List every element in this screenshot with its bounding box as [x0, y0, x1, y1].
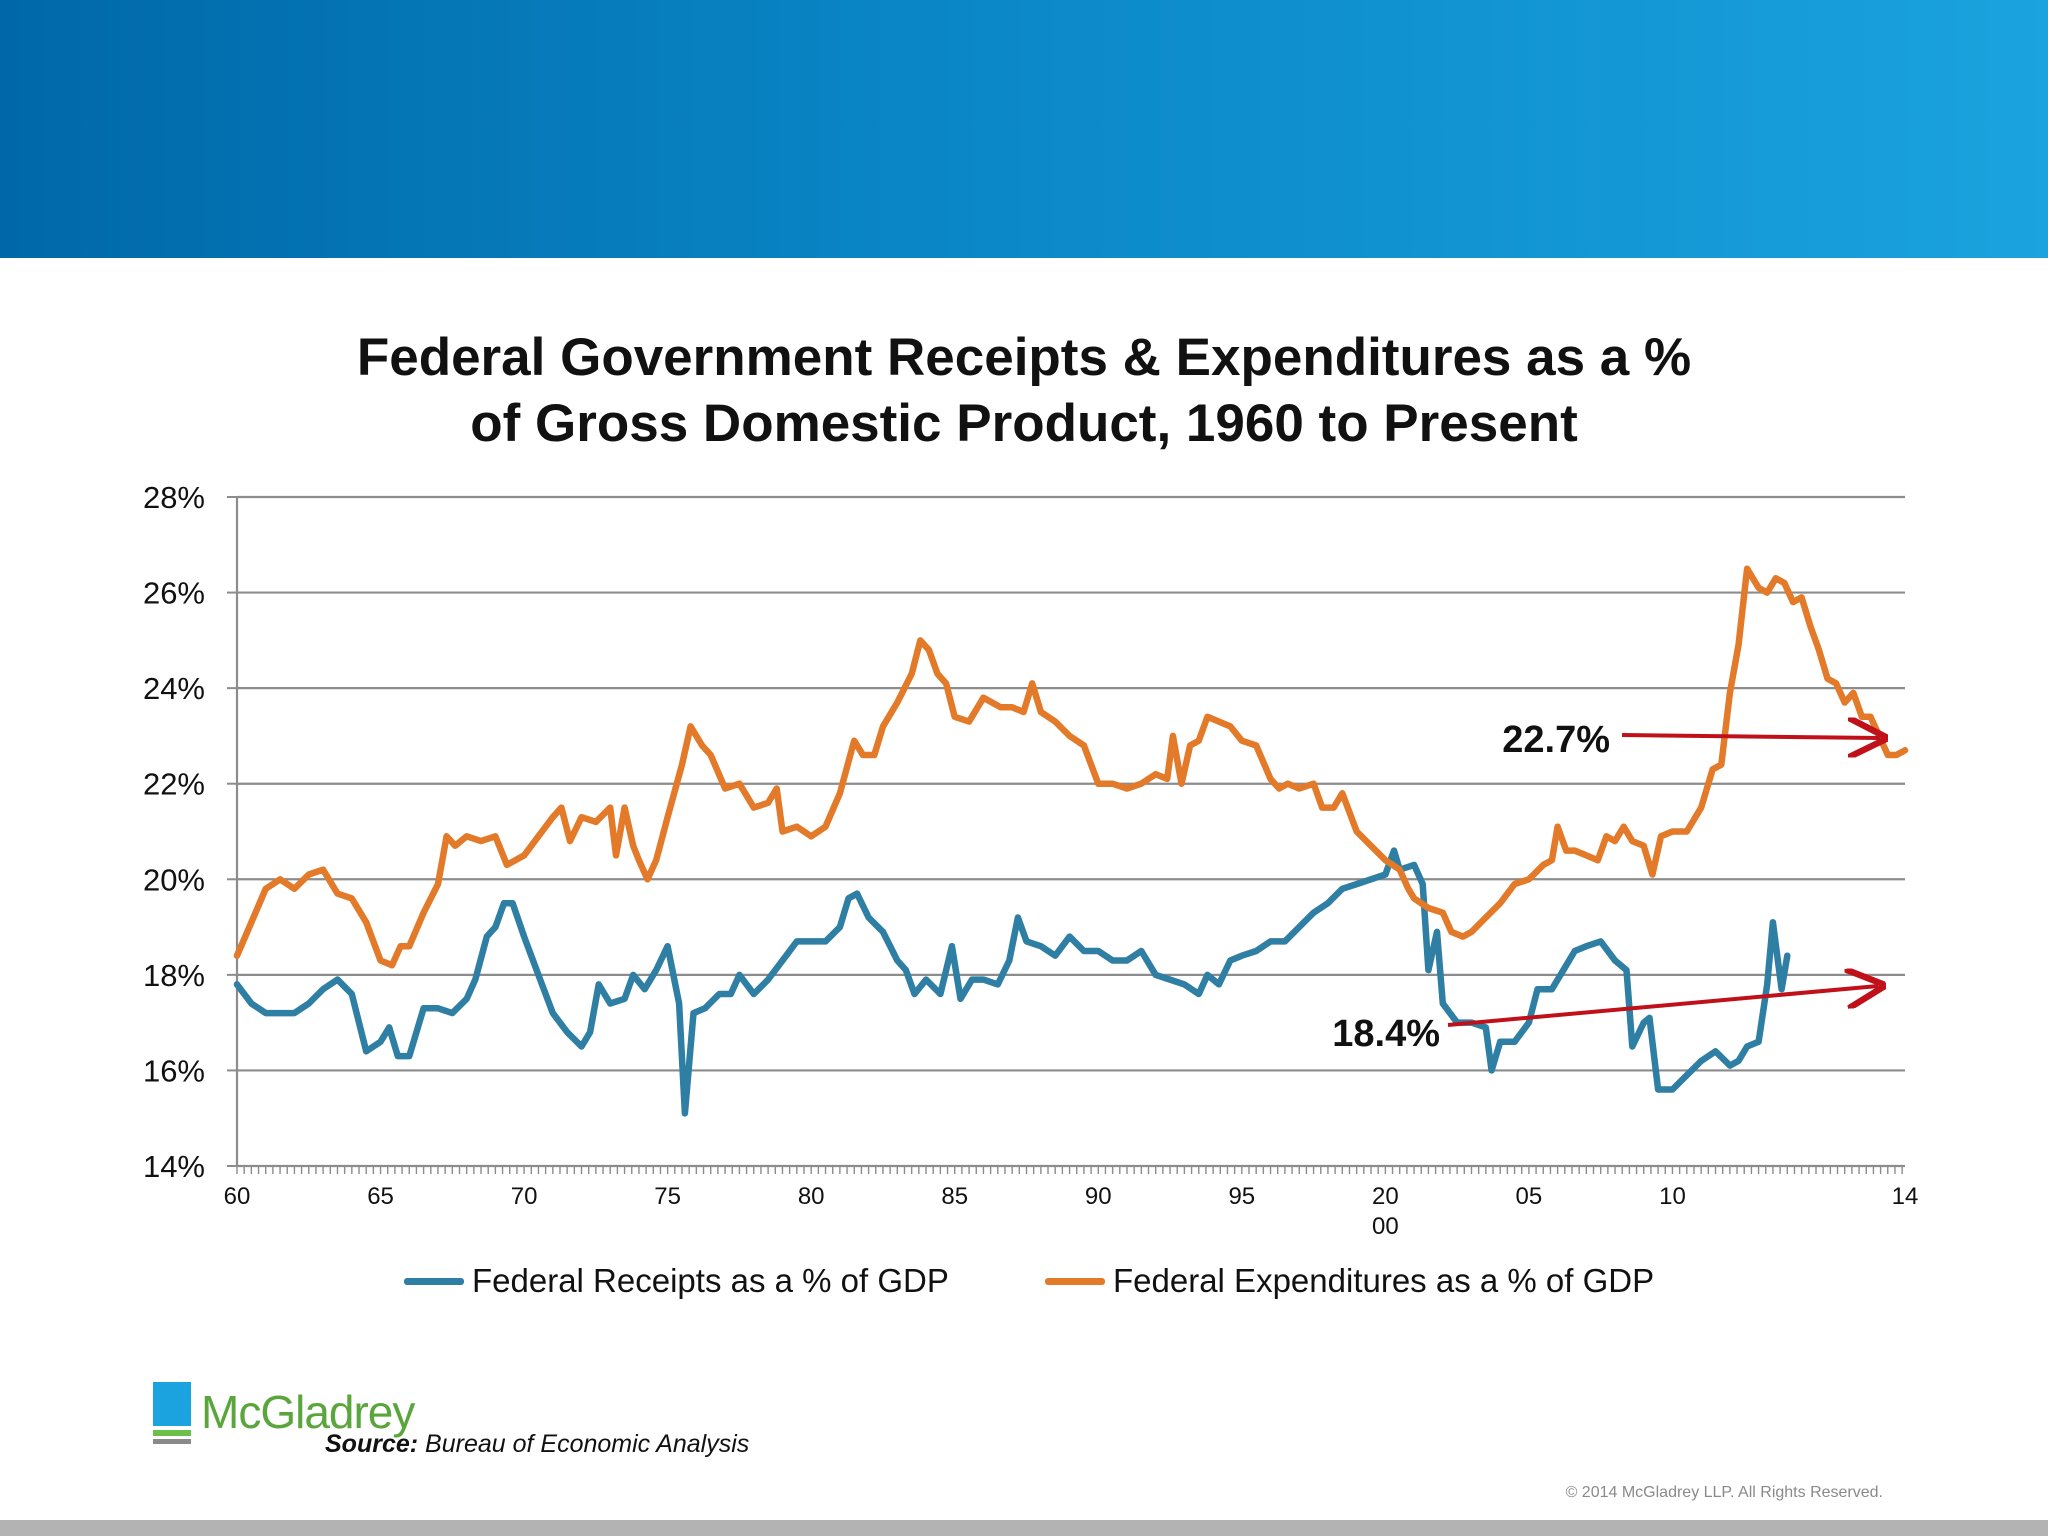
legend-label-receipts: Federal Receipts as a % of GDP [472, 1262, 949, 1299]
y-tick-label: 28% [143, 480, 205, 515]
y-tick-label: 16% [143, 1053, 205, 1088]
copyright-notice: © 2014 McGladrey LLP. All Rights Reserve… [1565, 1484, 1883, 1501]
x-tick-label: 14 [1892, 1183, 1919, 1210]
x-tick-label: 85 [941, 1183, 968, 1210]
company-logo: McGladrey [153, 1382, 453, 1448]
x-tick-label: 60 [224, 1183, 251, 1210]
annotation-label: 22.7% [1502, 719, 1610, 761]
bottom-bar [0, 1520, 2048, 1536]
annotation-arrow [1621, 735, 1880, 738]
chart-legend: Federal Receipts as a % of GDP Federal E… [0, 1262, 2048, 1310]
annotation-arrow [1447, 986, 1878, 1027]
legend-swatch-expenditures [1045, 1277, 1105, 1285]
x-tick-label: 00 [1372, 1213, 1399, 1240]
x-tick-label: 20 [1372, 1183, 1399, 1210]
x-tick-label: 05 [1516, 1183, 1543, 1210]
annotation-label: 18.4% [1332, 1013, 1440, 1055]
source-label: Source: [325, 1430, 419, 1458]
y-tick-label: 18% [143, 958, 205, 993]
x-tick-label: 70 [511, 1183, 538, 1210]
legend-item-expenditures: Federal Expenditures as a % of GDP [1045, 1262, 1654, 1300]
chart-title-line-2: of Gross Domestic Product, 1960 to Prese… [470, 394, 1578, 453]
x-tick-label: 10 [1659, 1183, 1686, 1210]
y-tick-label: 26% [143, 576, 205, 611]
x-tick-label: 65 [367, 1183, 394, 1210]
legend-label-expenditures: Federal Expenditures as a % of GDP [1113, 1262, 1655, 1299]
logo-text: McGladrey [201, 1386, 415, 1438]
x-tick-label: 90 [1085, 1183, 1112, 1210]
line-chart: 14% 16% 18% 20% 22% 24% 26% 28% 60 65 70 75 80 85 90 95… [143, 480, 1919, 1240]
chart-title-line-1: Federal Government Receipts & Expenditur… [356, 328, 1692, 387]
legend-item-receipts: Federal Receipts as a % of GDP [404, 1262, 949, 1300]
x-tick-label: 80 [798, 1183, 825, 1210]
source-text: Bureau of Economic Analysis [425, 1430, 750, 1458]
source-note: Source: Bureau of Economic Analysis [325, 1430, 749, 1459]
x-tick-label: 95 [1228, 1183, 1255, 1210]
x-tick-label: 75 [654, 1183, 681, 1210]
y-tick-label: 24% [143, 671, 205, 706]
chart-title: Federal Government Receipts & Expenditur… [0, 325, 2048, 457]
series-line-receipts [233, 847, 1791, 1117]
y-tick-label: 20% [143, 862, 205, 897]
logo-mark-icon [153, 1382, 191, 1446]
top-banner [0, 0, 2048, 258]
y-tick-label: 14% [143, 1149, 205, 1184]
legend-swatch-receipts [404, 1277, 464, 1285]
series-line-expenditures [233, 565, 1909, 969]
y-tick-label: 22% [143, 767, 205, 802]
